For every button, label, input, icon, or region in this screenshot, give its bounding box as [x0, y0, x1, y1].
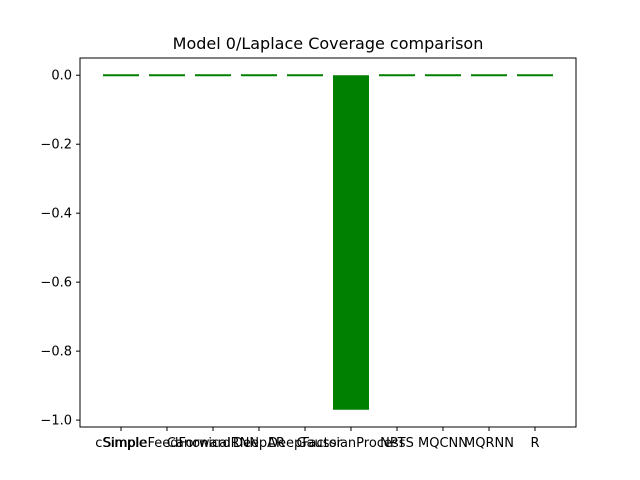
x-tick-label: CanonicalRNN: [167, 436, 259, 451]
x-tick-label: R: [530, 436, 539, 451]
bar-cSimple: [103, 74, 139, 77]
y-axis: 0.0 −0.2 −0.4 −0.6 −0.8 −1.0: [40, 69, 80, 429]
y-tick-label: 0.0: [51, 69, 72, 84]
bar-R: [517, 74, 553, 77]
x-tick-label: GaussianProcess: [297, 436, 406, 451]
y-tick-label: −0.6: [40, 276, 72, 291]
bar-DeepAR: [241, 74, 277, 77]
x-tick-label: MQRNN: [464, 436, 514, 451]
x-tick-label: DeepAR: [233, 436, 285, 451]
y-tick-label: −1.0: [40, 414, 72, 429]
y-tick-label: −0.8: [40, 345, 72, 360]
x-tick-label: DeepFactor: [268, 436, 343, 451]
chart-title: Model 0/Laplace Coverage comparison: [173, 34, 484, 53]
bar-MQCNN: [425, 74, 461, 77]
plot-frame: [79, 57, 577, 428]
bar-SimpleFeedForward: [149, 74, 185, 77]
y-tick-label: −0.4: [40, 207, 72, 222]
bar-CanonicalRNN: [195, 74, 231, 77]
x-tick-label: SimpleFeedForward: [103, 436, 231, 451]
x-tick-label: NPTS: [380, 436, 414, 451]
x-tick-label: cSimple: [95, 436, 147, 451]
bar-DeepFactor: [287, 74, 323, 77]
x-tick-label: MQCNN: [418, 436, 468, 451]
x-axis: cSimpleSimpleFeedForwardCanonicalRNNDeep…: [95, 427, 540, 451]
y-tick-label: −0.2: [40, 138, 72, 153]
bar-GaussianProcess: [333, 75, 369, 410]
bar-NPTS: [379, 74, 415, 77]
bar-MQRNN: [471, 74, 507, 77]
bars-group: [103, 74, 553, 410]
